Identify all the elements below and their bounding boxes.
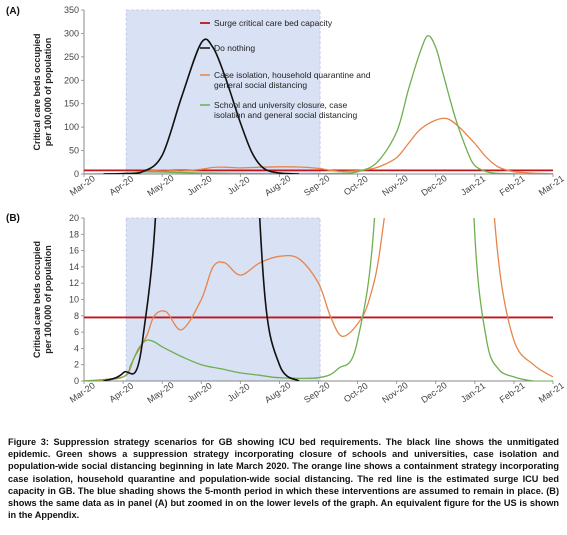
- legend-label-suppression-line2: isolation and general social distancing: [214, 110, 357, 120]
- x-tick-label: May-20: [145, 380, 175, 405]
- series-line-suppression: [84, 218, 553, 381]
- y-tick-label: 200: [64, 75, 79, 85]
- figure-caption: Figure 3: Suppression strategy scenarios…: [8, 437, 559, 521]
- y-axis-label: Critical care beds occupied: [32, 241, 42, 358]
- x-tick-label: Nov-20: [380, 173, 410, 198]
- y-tick-label: 18: [69, 229, 79, 239]
- legend-label-suppression: School and university closure, case: [214, 100, 348, 110]
- x-tick-label: May-20: [145, 173, 175, 198]
- x-tick-label: Jan-21: [459, 174, 487, 198]
- panel-label: (B): [6, 213, 20, 224]
- x-tick-label: Aug-20: [263, 380, 293, 405]
- x-tick-label: Nov-20: [380, 380, 410, 405]
- legend-label-do-nothing: Do nothing: [214, 43, 255, 53]
- y-axis-label: Critical care beds occupied: [32, 33, 42, 150]
- x-tick-label: Dec-20: [419, 380, 449, 405]
- series-line-do-nothing: [103, 38, 300, 174]
- y-tick-label: 100: [64, 122, 79, 132]
- x-tick-label: Jun-20: [185, 174, 213, 198]
- series-line-suppression: [84, 35, 553, 174]
- y-axis-label-line2: per 100,000 of population: [43, 38, 53, 147]
- x-tick-label: Mar-21: [537, 173, 566, 198]
- x-tick-label: Feb-21: [498, 173, 527, 198]
- intervention-period-shading: [125, 9, 321, 175]
- legend-label-containment-line2: general social distancing: [214, 80, 307, 90]
- x-tick-label: Dec-20: [419, 173, 449, 198]
- panel-a: 0 50 100 150 200 250 300 350 Mar-20 Apr-20 May-20 J…: [6, 5, 566, 198]
- x-tick-label: Sep-20: [302, 380, 332, 405]
- y-tick-label: 50: [69, 146, 79, 156]
- panel-label: (A): [6, 6, 20, 17]
- legend-label-capacity: Surge critical care bed capacity: [214, 18, 333, 28]
- x-tick-label: Sep-20: [302, 173, 332, 198]
- x-tick-label: Jun-20: [185, 381, 213, 405]
- y-tick-label: 8: [74, 311, 79, 321]
- x-tick-label: Mar-21: [537, 380, 566, 405]
- y-tick-label: 250: [64, 52, 79, 62]
- x-tick-label: Apr-20: [107, 381, 135, 405]
- y-tick-label: 0: [74, 376, 79, 386]
- y-tick-label: 0: [74, 169, 79, 179]
- y-tick-label: 10: [69, 295, 79, 305]
- y-tick-label: 20: [69, 213, 79, 223]
- y-tick-label: 4: [74, 343, 79, 353]
- y-tick-label: 300: [64, 28, 79, 38]
- y-tick-label: 2: [74, 360, 79, 370]
- x-tick-label: Apr-20: [107, 174, 135, 198]
- x-tick-label: Oct-20: [342, 381, 370, 405]
- y-tick-label: 6: [74, 327, 79, 337]
- x-tick-label: Mar-20: [68, 173, 97, 198]
- x-tick-label: Mar-20: [68, 380, 97, 405]
- y-tick-label: 12: [69, 278, 79, 288]
- x-tick-label: Jan-21: [459, 381, 487, 405]
- x-tick-label: Oct-20: [342, 174, 370, 198]
- x-tick-label: Jul-20: [226, 381, 252, 403]
- y-tick-label: 350: [64, 5, 79, 15]
- series-line-containment: [84, 218, 553, 381]
- x-tick-label: Aug-20: [263, 173, 293, 198]
- series-line-containment: [84, 117, 553, 174]
- plot-area: [84, 35, 553, 174]
- legend: Surge critical care bed capacity Do nothi…: [200, 18, 371, 120]
- y-axis-label-line2: per 100,000 of population: [43, 245, 53, 354]
- x-tick-label: Feb-21: [498, 380, 527, 405]
- plot-area: [84, 218, 553, 381]
- intervention-period-shading: [125, 217, 321, 382]
- x-tick-label: Jul-20: [226, 174, 252, 196]
- y-tick-label: 16: [69, 246, 79, 256]
- legend-label-containment: Case isolation, household quarantine and: [214, 70, 371, 80]
- y-tick-label: 14: [69, 262, 79, 272]
- y-tick-label: 150: [64, 99, 79, 109]
